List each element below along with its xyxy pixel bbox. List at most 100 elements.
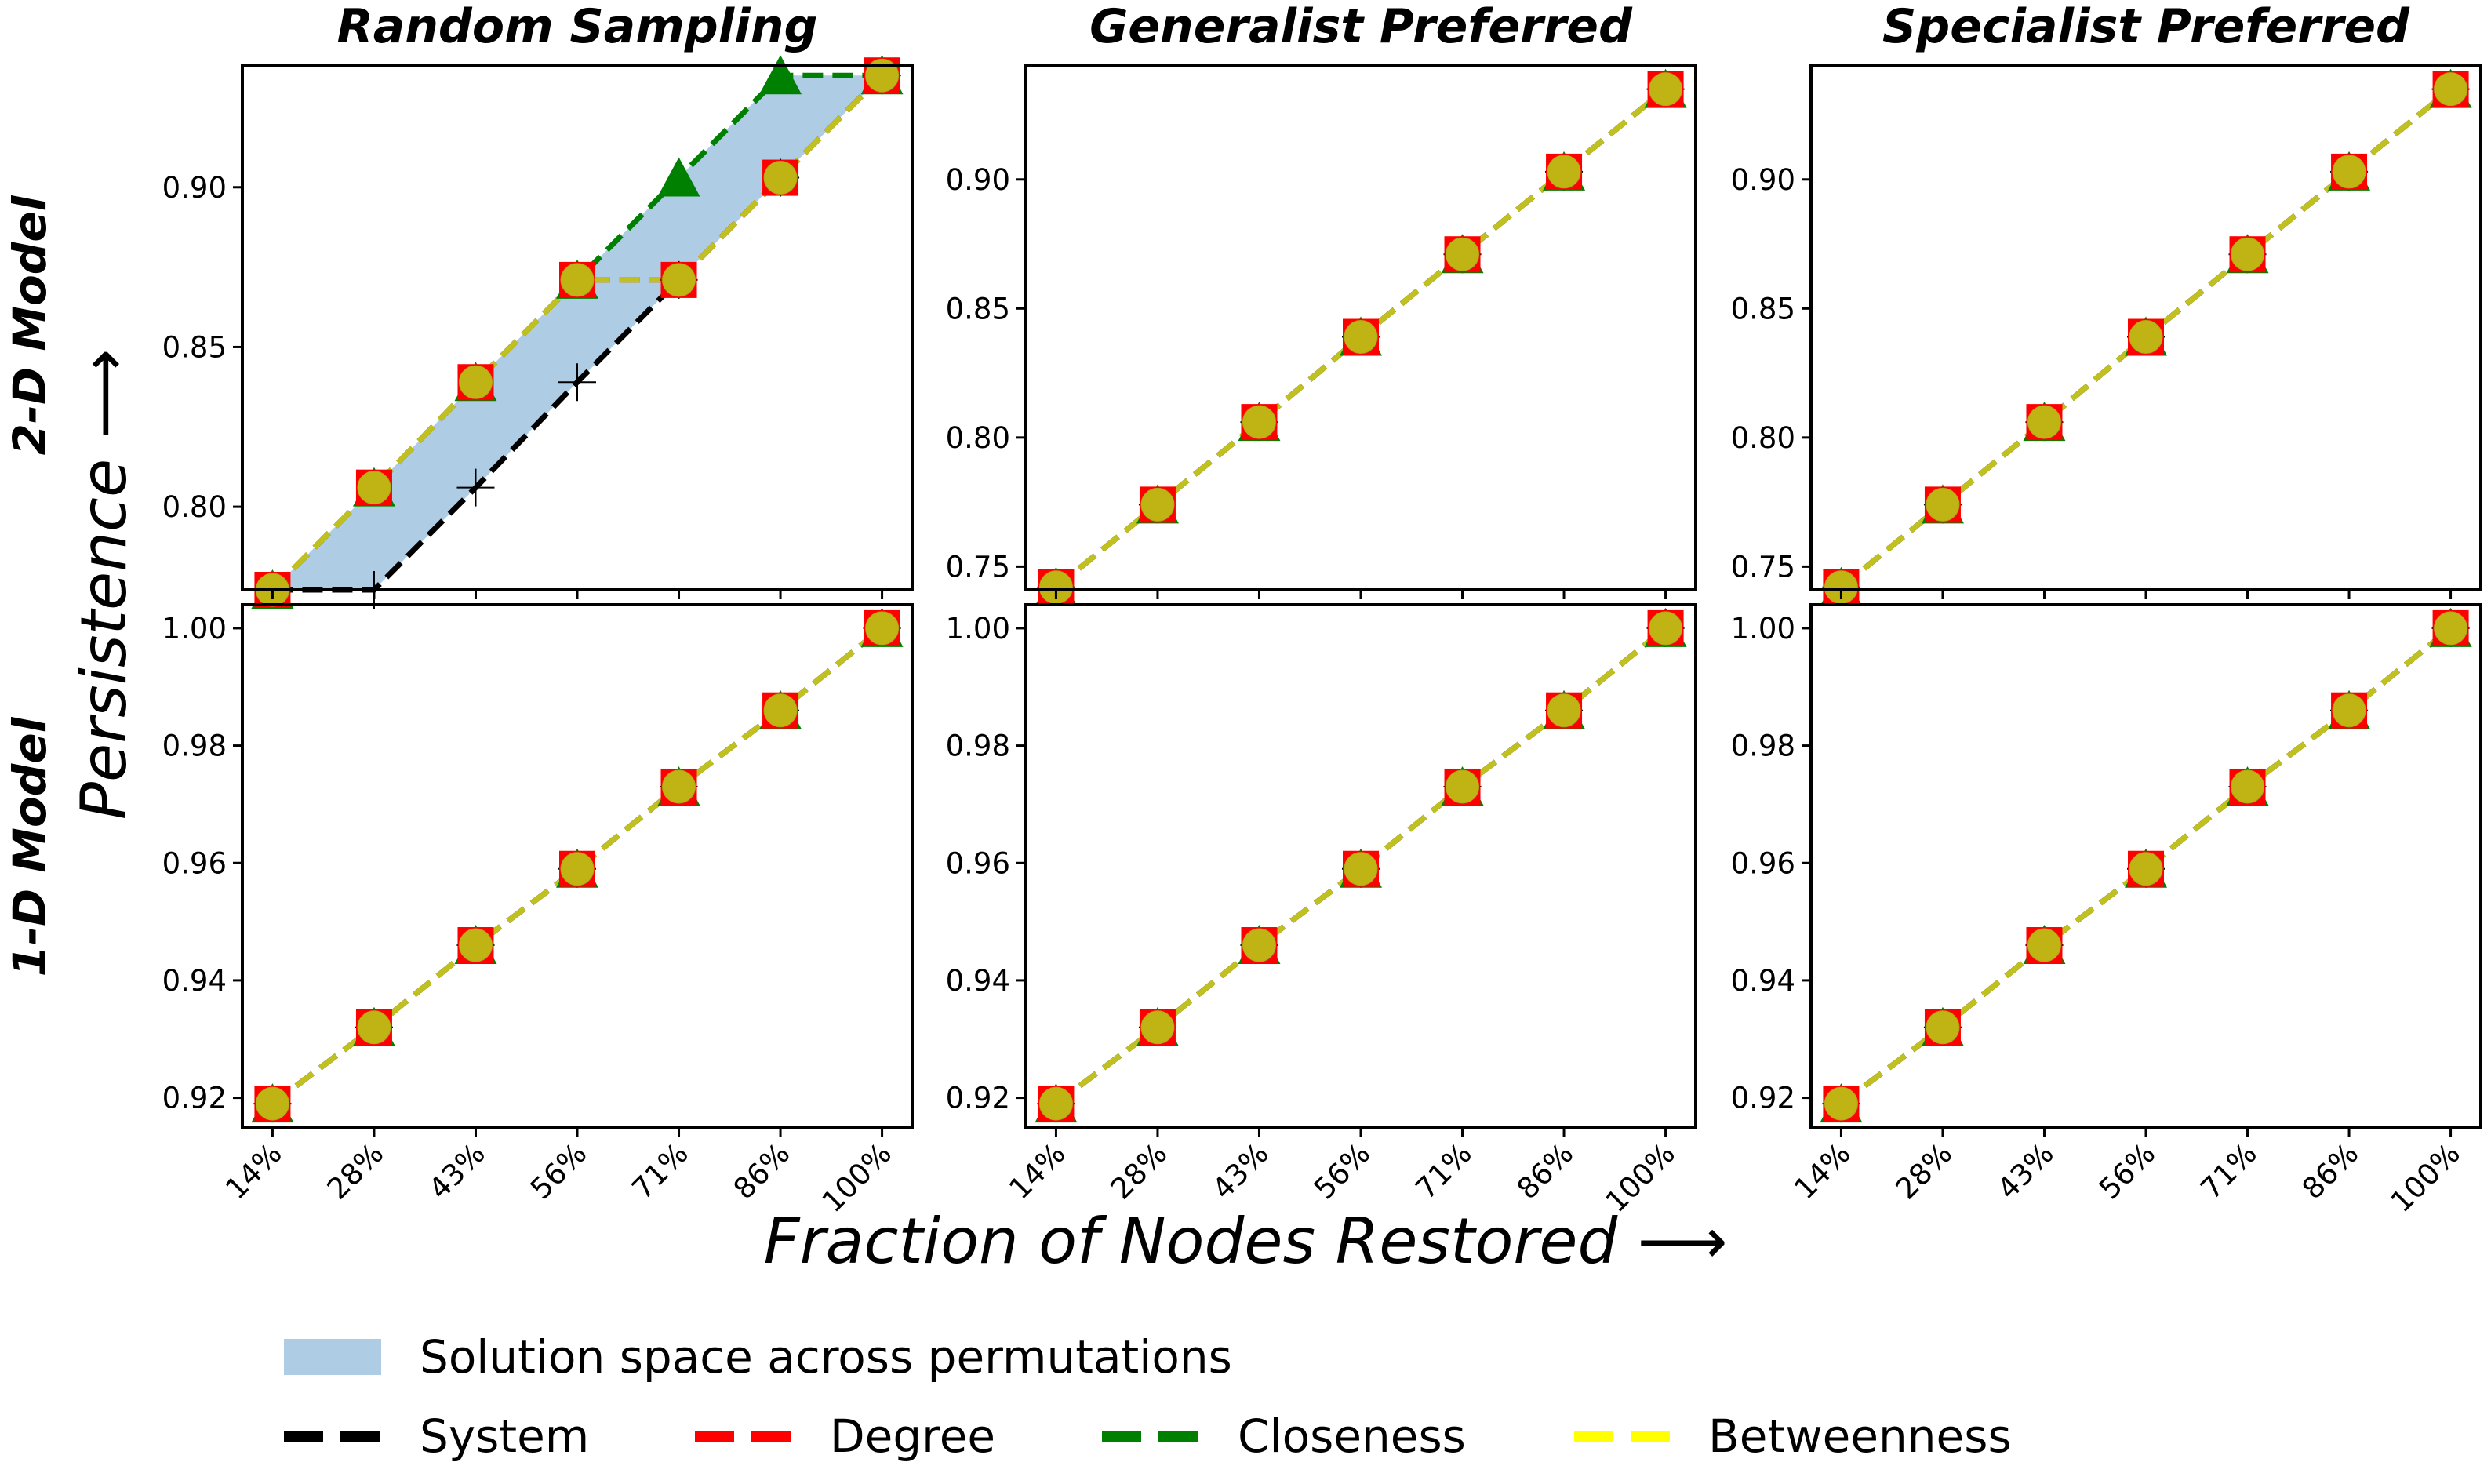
betweenness-marker [865,611,900,646]
legend-band-swatch [284,1339,381,1375]
x-tick-label: 56% [1307,1137,1377,1206]
betweenness-marker [1926,1010,1960,1045]
betweenness-marker [1242,928,1276,962]
betweenness-marker [2027,928,2061,962]
y-tick-label: 0.96 [946,846,1010,880]
x-axis-label: Fraction of Nodes Restored ⟶ [764,1205,1728,1278]
y-tick-label: 0.94 [162,964,227,998]
y-tick-label: 0.80 [946,421,1010,455]
betweenness-marker [763,161,798,195]
betweenness-marker [2027,405,2061,439]
y-tick-label: 1.00 [946,612,1010,646]
legend: Solution space across permutations Syste… [284,1330,2012,1463]
betweenness-marker [2332,155,2366,189]
x-tick-label: 86% [727,1137,797,1206]
betweenness-marker [357,471,391,505]
y-tick-label: 0.90 [162,171,227,205]
betweenness-marker [1649,72,1683,107]
panel-1: 0.75 0.80 0.85 0.90 Generalist Preferred [946,0,1697,606]
row-label-2d: 2-D Model [3,195,56,455]
betweenness-marker [2129,320,2163,355]
y-tick-label: 0.98 [1731,729,1795,763]
betweenness-marker [1926,487,1960,522]
y-tick-label: 0.90 [946,163,1010,197]
betweenness-marker [560,263,595,297]
betweenness-marker [2231,769,2265,804]
y-tick-label: 0.90 [1731,163,1795,197]
betweenness-marker [1344,320,1378,355]
betweenness-marker [2231,237,2265,271]
betweenness-marker [1446,769,1480,804]
betweenness-marker [1446,237,1480,271]
closeness-marker [759,55,802,95]
legend-system-label: System [420,1409,589,1463]
betweenness-marker [2434,72,2468,107]
x-tick-label: 14% [1002,1137,1072,1206]
y-tick-label: 0.75 [1731,550,1795,584]
legend-band-label: Solution space across permutations [420,1330,1232,1384]
x-tick-label: 86% [2296,1137,2366,1206]
betweenness-marker [662,263,696,297]
betweenness-marker [458,928,493,962]
x-tick-label: 28% [1104,1137,1174,1206]
betweenness-marker [1547,693,1581,728]
system-marker [456,468,495,507]
x-tick-label: 43% [422,1137,492,1206]
y-axis-label: Persistence ⟶ [67,349,140,820]
panel-title: Specialist Preferred [1882,0,2410,54]
solution-space-band [272,75,882,591]
x-tick-label: 28% [1889,1137,1959,1206]
betweenness-marker [1547,155,1581,189]
y-tick-label: 0.98 [162,729,227,763]
betweenness-marker [1344,852,1378,886]
y-tick-label: 0.85 [1731,292,1795,326]
legend-closeness-label: Closeness [1238,1409,1466,1463]
x-tick-label: 43% [1205,1137,1275,1206]
betweenness-marker [1140,487,1175,522]
betweenness-marker [1140,1010,1175,1045]
x-tick-label: 100% [2384,1137,2467,1219]
row-label-1d: 1-D Model [3,716,56,977]
x-tick-label: 28% [321,1137,391,1206]
betweenness-marker [357,1010,391,1045]
betweenness-marker [2332,693,2366,728]
y-tick-label: 1.00 [1731,612,1795,646]
x-tick-label: 71% [625,1137,695,1206]
betweenness-marker [1038,1086,1073,1121]
y-tick-label: 0.80 [162,490,227,524]
y-tick-label: 0.85 [162,330,227,364]
x-tick-label: 43% [1991,1137,2060,1206]
x-tick-label: 56% [2093,1137,2162,1206]
x-tick-label: 71% [1409,1137,1478,1206]
betweenness-marker [560,852,595,886]
y-tick-label: 0.85 [946,292,1010,326]
x-tick-label: 14% [219,1137,289,1206]
y-tick-label: 0.92 [946,1082,1010,1115]
betweenness-marker [1242,405,1276,439]
panel-0: 0.80 0.85 0.90 Random Sampling [162,0,914,609]
betweenness-marker [865,58,900,93]
panel-5: 0.92 0.94 0.96 0.98 1.00 14% 28% 43% 56% 71% 86% 10… [1731,603,2482,1219]
y-tick-label: 0.94 [946,964,1010,998]
betweenness-marker [2129,852,2163,886]
x-tick-label: 56% [524,1137,594,1206]
closeness-marker [657,157,700,197]
y-tick-label: 0.96 [1731,846,1795,880]
betweenness-marker [2434,611,2468,646]
x-tick-label: 71% [2194,1137,2264,1206]
betweenness-marker [1649,611,1683,646]
panel-2: 0.75 0.80 0.85 0.90 Specialist Preferred [1731,0,2482,606]
panel-title: Random Sampling [337,0,818,54]
betweenness-marker [662,769,696,804]
legend-betweenness-label: Betweenness [1708,1409,2012,1463]
betweenness-marker [255,1086,289,1121]
y-tick-label: 1.00 [162,612,227,646]
betweenness-marker [763,693,798,728]
y-tick-label: 0.92 [162,1082,227,1115]
x-tick-label: 86% [1511,1137,1580,1206]
panel-title: Generalist Preferred [1089,0,1633,54]
